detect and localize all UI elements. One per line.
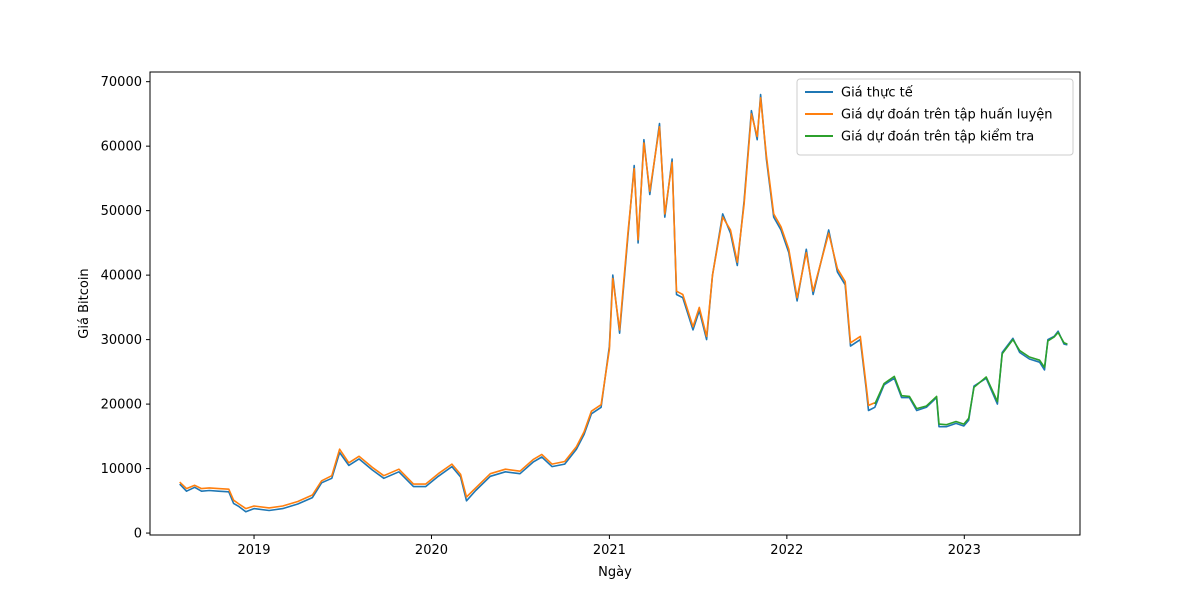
- y-tick-label: 40000: [101, 269, 142, 284]
- y-tick-label: 10000: [101, 462, 142, 477]
- legend-label: Giá dự đoán trên tập kiểm tra: [841, 130, 1034, 145]
- x-tick-label: 2023: [948, 543, 981, 558]
- y-tick-label: 20000: [101, 398, 142, 413]
- x-tick-label: 2022: [770, 543, 803, 558]
- plot-area: [149, 71, 1081, 536]
- axes-frame: [149, 71, 1081, 536]
- x-tick-label: 2020: [415, 543, 448, 558]
- x-axis-label: Ngày: [598, 565, 632, 580]
- series-line-1: [179, 93, 1068, 513]
- y-tick-label: 50000: [101, 204, 142, 219]
- legend-box: [796, 78, 1074, 156]
- legend: Giá thực tế Giá dự đoán trên tập huấn luy…: [796, 78, 1074, 156]
- x-tick-label: 2019: [237, 543, 270, 558]
- y-axis-label: Giá Bitcoin: [77, 268, 92, 338]
- legend-label: Giá thực tế: [841, 86, 913, 101]
- y-tick-label: 30000: [101, 333, 142, 348]
- y-axis-ticks: 0 10000 20000 30000 40000 50000 60000 70000: [101, 75, 150, 542]
- legend-label: Giá dự đoán trên tập huấn luyện: [841, 108, 1053, 123]
- x-axis-ticks: 2019 2020 2021 2022 2023: [237, 535, 981, 558]
- series-line-2: [179, 97, 876, 510]
- y-tick-label: 0: [134, 527, 142, 542]
- x-tick-label: 2021: [593, 543, 626, 558]
- y-tick-label: 70000: [101, 75, 142, 90]
- series-layer: [179, 93, 1068, 513]
- y-tick-label: 60000: [101, 140, 142, 155]
- series-line-3: [874, 331, 1068, 426]
